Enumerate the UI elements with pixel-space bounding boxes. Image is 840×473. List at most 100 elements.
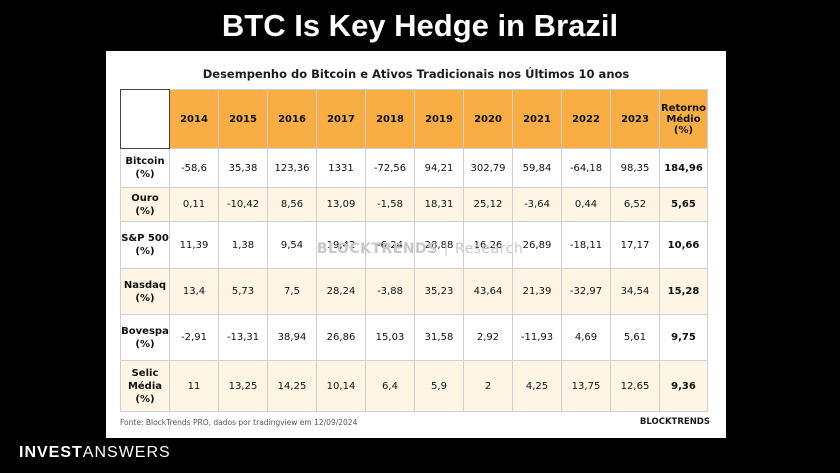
table-cell: -1,58 [365,187,415,222]
table-cell: 6,4 [365,360,415,412]
table-cell: 9,54 [267,221,317,269]
row-label: S&P 500 (%) [120,221,170,269]
row-label: Ouro (%) [120,187,170,222]
avg-cell: 9,75 [659,314,708,361]
table-cell: -3,64 [512,187,562,222]
column-header: 2019 [414,89,464,149]
table-cell: 43,64 [463,268,513,315]
table-cell: 13,4 [169,268,219,315]
table-body: Bitcoin (%) -58,6 35,38 123,36 1331 -72,56 94,2… [120,148,708,412]
column-header: 2015 [218,89,268,149]
avg-cell: 9,36 [659,360,708,412]
table-row: Bitcoin (%) -58,6 35,38 123,36 1331 -72,56 94,2… [120,148,708,188]
table-cell: -32,97 [561,268,611,315]
table-cell: 11 [169,360,219,412]
column-header: 2016 [267,89,317,149]
table-cell: -58,6 [169,148,219,188]
table-cell: -64,18 [561,148,611,188]
table-cell: 25,12 [463,187,513,222]
table-cell: 0,11 [169,187,219,222]
table-cell: 123,36 [267,148,317,188]
table-cell: 26,86 [316,314,366,361]
avg-cell: 10,66 [659,221,708,269]
row-label: Selic Média (%) [120,360,170,412]
table-card: Desempenho do Bitcoin e Ativos Tradicion… [106,51,726,438]
table-cell: 13,25 [218,360,268,412]
header-corner [120,89,170,149]
table-row: Bovespa (%) -2,91 -13,31 38,94 26,86 15,03 31,5… [120,314,708,361]
table-cell: 8,56 [267,187,317,222]
brand-answers: ANSWERS [82,444,171,461]
table-cell: 28,24 [316,268,366,315]
avg-column-header: Retorno Médio (%) [659,89,708,149]
row-label-line: (%) [135,393,155,405]
avg-cell: 184,96 [659,148,708,188]
avg-header-line: (%) [673,124,694,136]
blocktrends-logo: BLOCKTRENDS [639,417,710,427]
table-cell: 5,73 [218,268,268,315]
row-label-line: (%) [135,338,155,350]
table-cell: 13,75 [561,360,611,412]
row-label-line: Bitcoin [125,156,165,167]
table-cell: 1,38 [218,221,268,269]
table-cell: -2,91 [169,314,219,361]
avg-header-line: Médio [666,113,701,125]
table-cell: 28,88 [414,221,464,269]
column-header: 2018 [365,89,415,149]
table-cell: 59,84 [512,148,562,188]
table-cell: -11,93 [512,314,562,361]
brand-invest: INVEST [19,444,83,461]
avg-cell: 15,28 [659,268,708,315]
table-cell: 31,58 [414,314,464,361]
table-cell: 17,17 [610,221,660,269]
table-cell: 34,54 [610,268,660,315]
table-cell: 26,89 [512,221,562,269]
row-label: Nasdaq (%) [120,268,170,315]
table-cell: 5,9 [414,360,464,412]
column-header: 2023 [610,89,660,149]
table-cell: -10,42 [218,187,268,222]
row-label: Bovespa (%) [120,314,170,361]
column-header: 2022 [561,89,611,149]
row-label-line: Selic [131,367,159,379]
table-cell: 4,69 [561,314,611,361]
table-cell: -13,31 [218,314,268,361]
column-header: 2017 [316,89,366,149]
slide-title: BTC Is Key Hedge in Brazil [221,8,619,43]
column-header: 2021 [512,89,562,149]
table-cell: 2 [463,360,513,412]
table-cell: 5,61 [610,314,660,361]
table-cell: 1331 [316,148,366,188]
row-label: Bitcoin (%) [120,148,170,188]
table-cell: 2,92 [463,314,513,361]
table-cell: 13,09 [316,187,366,222]
table-cell: 10,14 [316,360,366,412]
row-label-line: (%) [135,246,155,257]
performance-table: 2014 2015 2016 2017 2018 2019 2020 2021 … [120,89,708,412]
table-cell: 35,23 [414,268,464,315]
avg-cell: 5,65 [659,187,708,222]
table-row: Selic Média (%) 11 13,25 14,25 10,14 6,4 5,9 2 4,2… [120,360,708,412]
row-label-line: S&P 500 [121,233,169,244]
column-header: 2020 [463,89,513,149]
row-label-line: Bovespa [121,325,169,337]
table-cell: 6,52 [610,187,660,222]
table-cell: -6,24 [365,221,415,269]
row-label-line: Ouro (%) [131,192,159,217]
row-label-line: (%) [135,169,155,180]
table-cell: 35,38 [218,148,268,188]
avg-header-line: Retorno [660,102,707,114]
table-cell: -72,56 [365,148,415,188]
table-cell: 12,65 [610,360,660,412]
table-cell: 7,5 [267,268,317,315]
table-row: Nasdaq (%) 13,4 5,73 7,5 28,24 -3,88 35,23 43,64… [120,268,708,315]
table-cell: 4,25 [512,360,562,412]
table-cell: 11,39 [169,221,219,269]
table-cell: -3,88 [365,268,415,315]
table-row: S&P 500 (%) 11,39 1,38 9,54 19,42 -6,24 28,88 16… [120,221,708,269]
table-cell: 21,39 [512,268,562,315]
row-label-line: (%) [135,292,155,304]
table-cell: 16,26 [463,221,513,269]
table-cell: 14,25 [267,360,317,412]
column-header: 2014 [169,89,219,149]
